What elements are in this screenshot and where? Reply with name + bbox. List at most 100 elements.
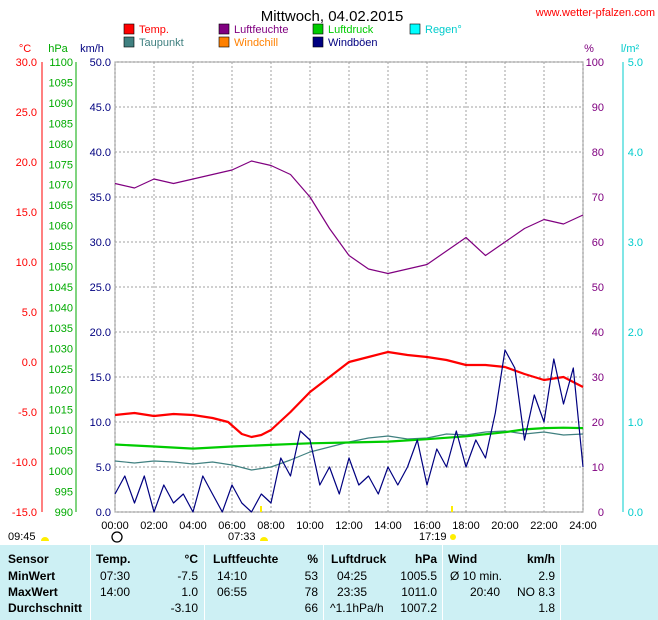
series-line-temp [114, 350, 584, 439]
legend-swatch [123, 36, 135, 48]
tick-label-x: 14:00 [374, 520, 402, 532]
header-temp: Temp. [96, 552, 131, 566]
column-divider [323, 545, 324, 620]
moon-icon [41, 537, 49, 541]
tick-label-hpa: 1000 [49, 466, 73, 478]
humidity-value: 66 [304, 601, 318, 615]
tick-label-temp: -10.0 [12, 457, 37, 469]
tick-label-hum: 90 [592, 102, 604, 114]
pressure-time: 23:35 [337, 585, 368, 599]
tick-label-x: 16:00 [413, 520, 441, 532]
humidity-value: 78 [304, 585, 318, 599]
legend-label: Luftfeuchte [234, 24, 288, 36]
temp-time: 07:30 [100, 569, 131, 583]
legend-swatch [409, 23, 421, 35]
sunset-icon [450, 534, 456, 540]
site-link[interactable]: www.wetter-pfalzen.com [535, 7, 655, 19]
series-line-windben [114, 349, 584, 513]
tick-label-wind: 25.0 [90, 282, 111, 294]
tick-label-x: 24:00 [569, 520, 597, 532]
tick-label-rain: 1.0 [628, 417, 643, 429]
legend-label: Windböen [328, 37, 378, 49]
tick-label-hpa: 995 [55, 487, 73, 499]
tick-label-hpa: 1025 [49, 364, 73, 376]
humidity-time: 14:10 [217, 569, 248, 583]
tick-label-temp: 10.0 [16, 257, 37, 269]
tick-label-temp: -15.0 [12, 507, 37, 519]
row-label: Durchschnitt [8, 601, 83, 615]
tick-label-hpa: 1085 [49, 118, 73, 130]
tick-label-rain: 5.0 [628, 57, 643, 69]
header-sensor: Sensor [8, 552, 49, 566]
tick-label-rain: 3.0 [628, 237, 643, 249]
temp-value: 1.0 [181, 585, 198, 599]
tick-label-wind: 5.0 [96, 462, 111, 474]
tick-label-wind: 0.0 [96, 507, 111, 519]
header-humidity-unit: % [307, 552, 318, 566]
header-wind: Wind [448, 552, 478, 566]
moonrise-label: 09:45 [8, 531, 36, 543]
temp-value: -7.5 [177, 569, 198, 583]
wind-value: NO 8.3 [516, 585, 555, 599]
humidity-value: 53 [304, 569, 318, 583]
header-temp-unit: °C [184, 552, 198, 566]
sunrise-label: 07:33 [228, 531, 256, 543]
tick-label-wind: 45.0 [90, 102, 111, 114]
row-label: MinWert [8, 569, 56, 583]
wind-value: 1.8 [538, 601, 555, 615]
tick-label-hum: 30 [592, 372, 604, 384]
pressure-value: 1011.0 [401, 585, 437, 599]
tick-label-x: 02:00 [140, 520, 168, 532]
tick-label-hum: 0 [598, 507, 604, 519]
column-divider [204, 545, 205, 620]
tick-label-hpa: 1045 [49, 282, 73, 294]
legend-label: Luftdruck [328, 24, 374, 36]
tick-label-x: 12:00 [335, 520, 363, 532]
tick-label-temp: 25.0 [16, 107, 37, 119]
axis-unit-hum: % [584, 43, 594, 55]
legend-label: Taupunkt [139, 37, 184, 49]
legend-label: Windchill [234, 37, 278, 49]
tick-label-wind: 40.0 [90, 147, 111, 159]
column-divider [442, 545, 443, 620]
tick-label-hpa: 1090 [49, 98, 73, 110]
tick-label-hpa: 1075 [49, 159, 73, 171]
tick-label-wind: 15.0 [90, 372, 111, 384]
axis-unit-rain: l/m² [621, 43, 640, 55]
tick-label-wind: 30.0 [90, 237, 111, 249]
tick-label-x: 06:00 [218, 520, 246, 532]
tick-label-hpa: 990 [55, 507, 73, 519]
tick-label-hpa: 1035 [49, 323, 73, 335]
tick-label-hum: 10 [592, 462, 604, 474]
row-label: MaxWert [8, 585, 58, 599]
legend-label: Regen° [425, 24, 462, 36]
tick-label-hpa: 1005 [49, 446, 73, 458]
column-divider [90, 545, 91, 620]
sunrise-icon [260, 537, 268, 541]
tick-label-wind: 35.0 [90, 192, 111, 204]
tick-label-x: 18:00 [452, 520, 480, 532]
humidity-time: 06:55 [217, 585, 248, 599]
tick-label-rain: 0.0 [628, 507, 643, 519]
wind-time: 20:40 [470, 585, 501, 599]
tick-label-temp: 0.0 [22, 357, 37, 369]
pressure-time: 04:25 [337, 569, 368, 583]
tick-label-x: 08:00 [257, 520, 285, 532]
tick-label-wind: 20.0 [90, 327, 111, 339]
tick-label-hpa: 1100 [49, 57, 73, 69]
pressure-trend: ^1.1hPa/h [330, 601, 384, 615]
tick-label-x: 22:00 [530, 520, 558, 532]
tick-label-hpa: 1060 [49, 221, 73, 233]
tick-label-hum: 70 [592, 192, 604, 204]
tick-label-rain: 2.0 [628, 327, 643, 339]
header-pressure-unit: hPa [414, 552, 437, 566]
tick-label-x: 10:00 [296, 520, 324, 532]
legend-swatch [123, 23, 135, 35]
tick-label-x: 04:00 [179, 520, 207, 532]
pressure-value: 1007.2 [400, 601, 437, 615]
tick-label-hpa: 1065 [49, 200, 73, 212]
tick-label-hpa: 1010 [49, 425, 73, 437]
column-divider [560, 545, 561, 620]
tick-label-hum: 100 [586, 57, 604, 69]
tick-label-temp: 5.0 [22, 307, 37, 319]
